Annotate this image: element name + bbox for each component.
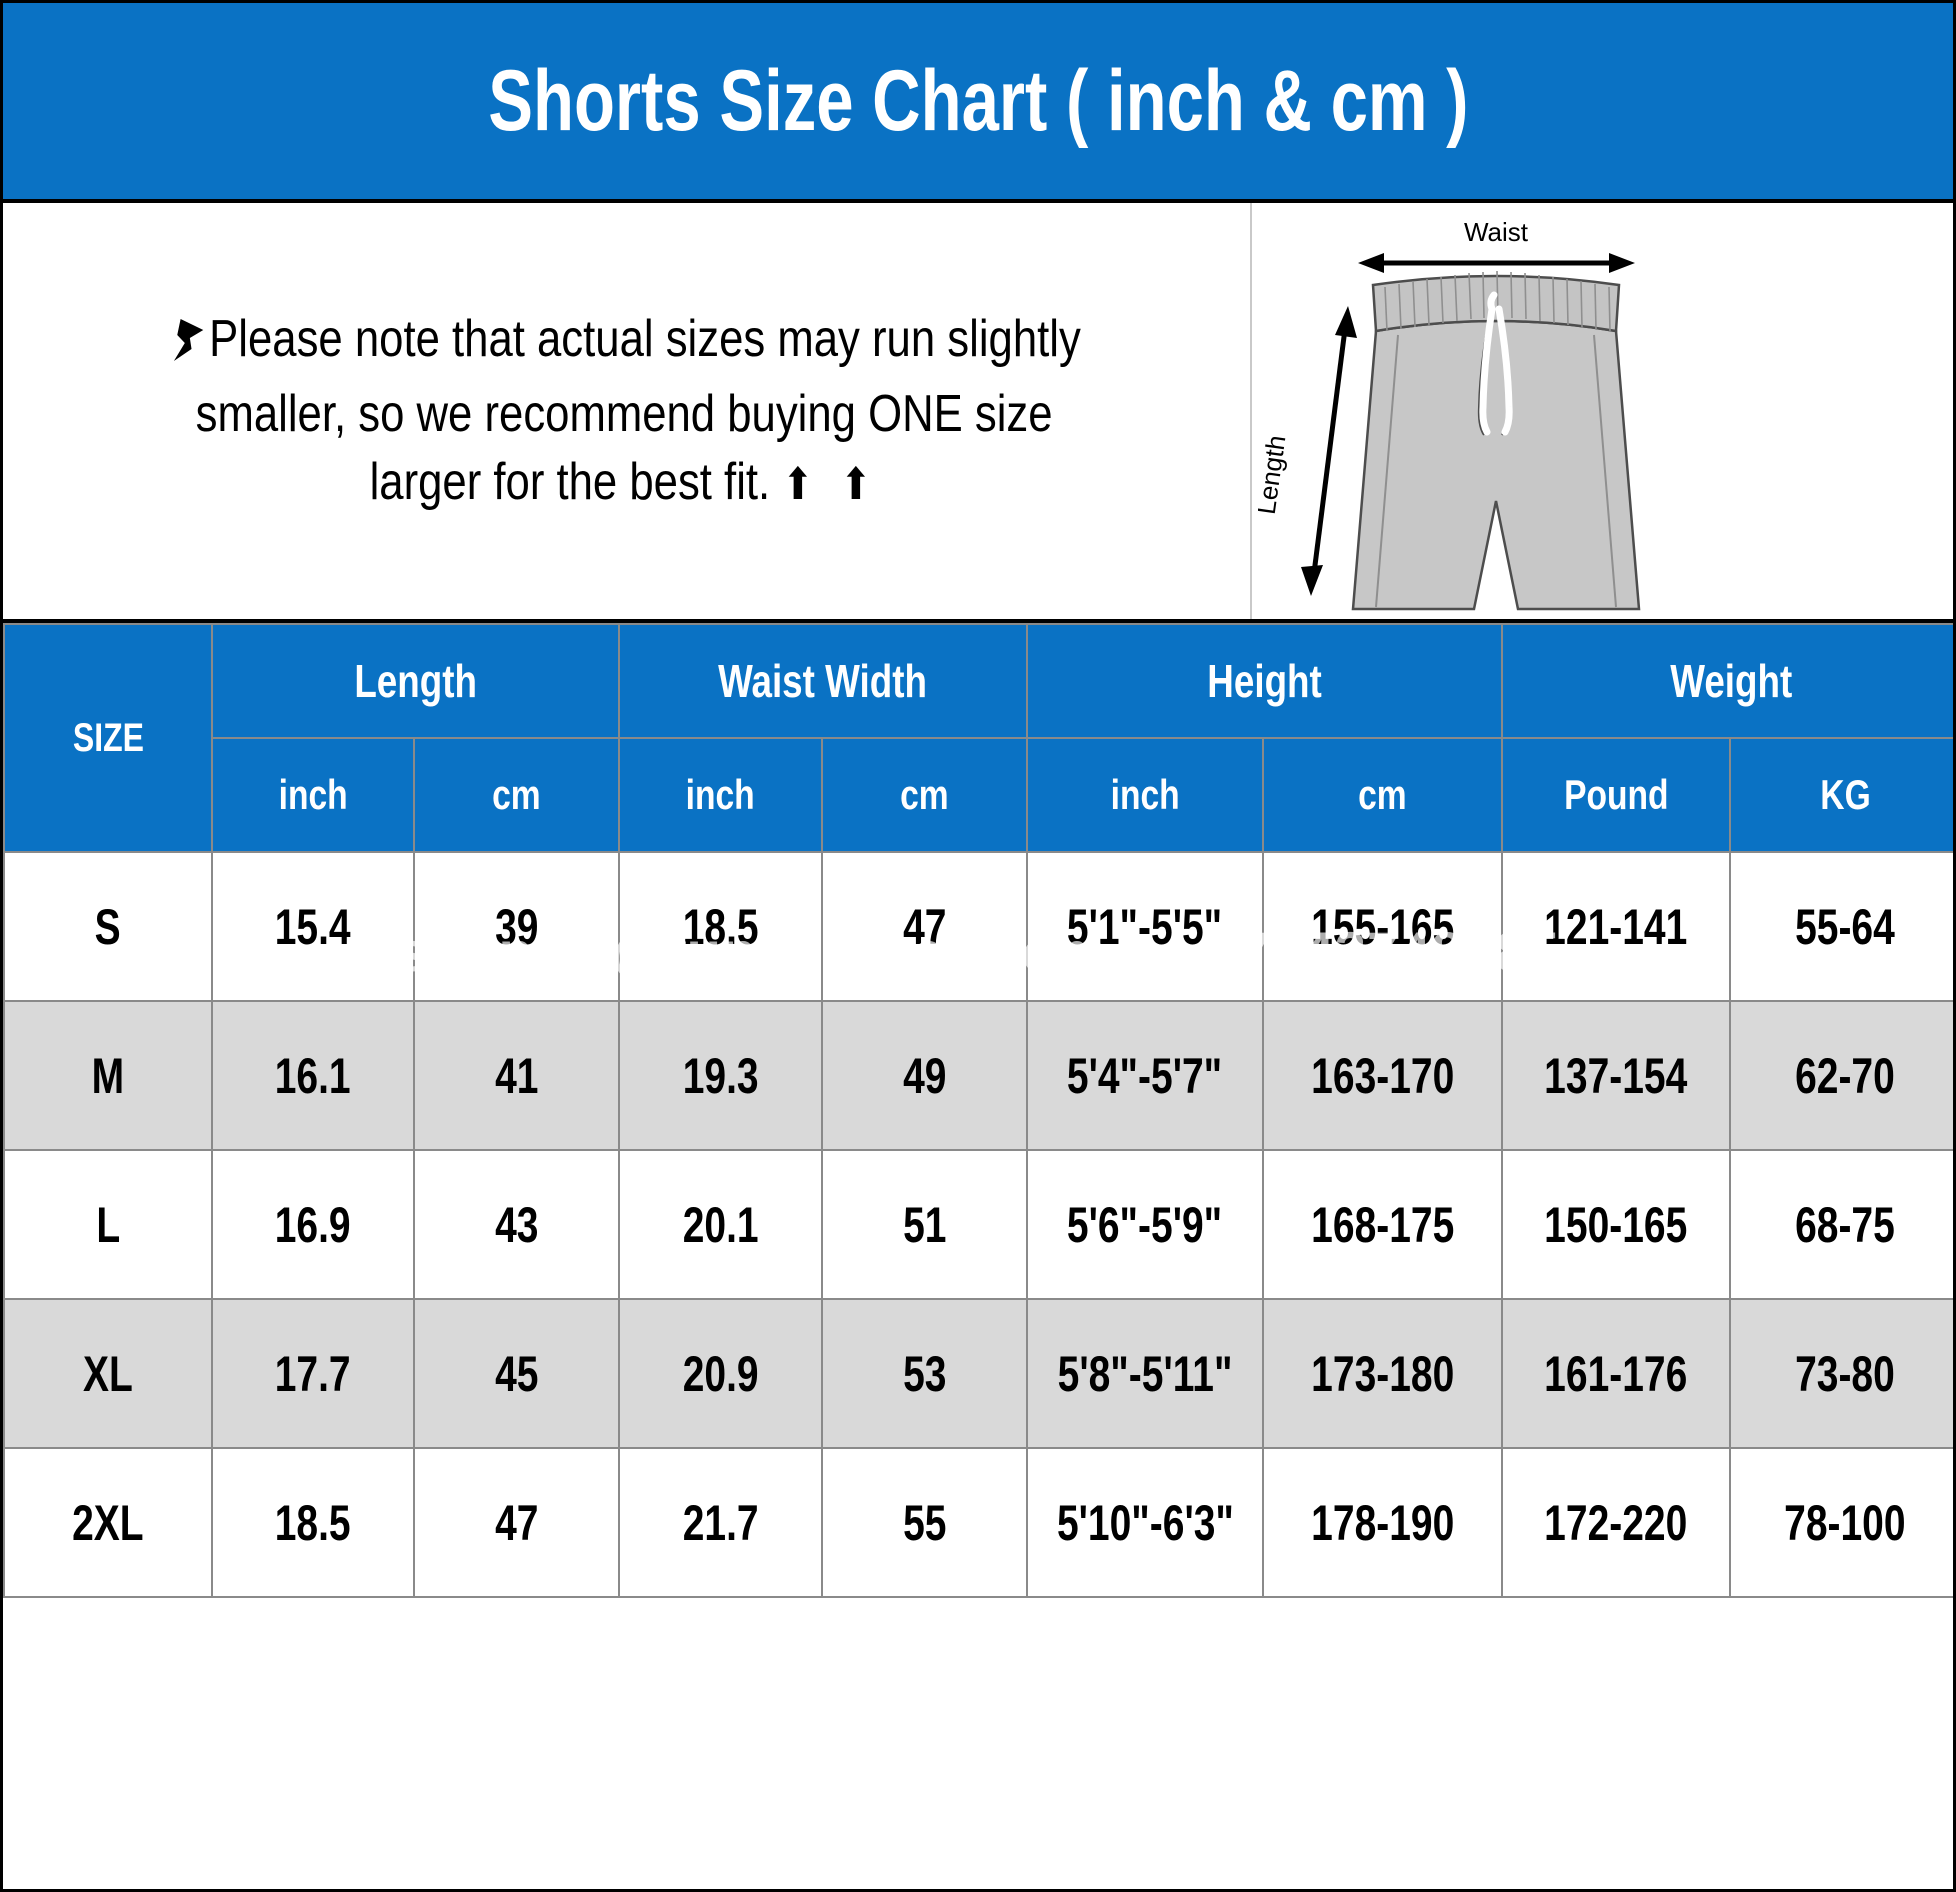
header-sub-length-cm: cm: [412, 737, 621, 853]
cell-size: 2XL: [3, 1447, 213, 1598]
cell-waist-cm: 47: [821, 851, 1029, 1002]
cell-height-cm: 173-180: [1262, 1298, 1504, 1449]
header-row-subs: inch cm inch cm inch cm Pound KG: [4, 737, 1953, 853]
cell-waist-cm: 53: [821, 1298, 1029, 1449]
table-row: L 16.9 43 20.1 51 5'6"-5'9" 168-175 150-…: [3, 1149, 1953, 1300]
note-line-2: smaller, so we recommend buying ONE size: [196, 385, 1053, 444]
cell-weight-kg: 73-80: [1729, 1298, 1953, 1449]
cell-height-cm: 178-190: [1262, 1447, 1504, 1598]
cell-height-inch: 5'10"-6'3": [1026, 1447, 1265, 1598]
header-size: SIZE: [3, 623, 213, 853]
waist-label: Waist: [1463, 217, 1528, 247]
cell-waist-inch: 19.3: [618, 1000, 824, 1151]
header-row-groups: SIZE Length Waist Width Height Weight: [3, 623, 1953, 853]
cell-size: L: [3, 1149, 213, 1300]
cell-waist-cm: 55: [821, 1447, 1029, 1598]
cell-waist-inch: 20.9: [618, 1298, 824, 1449]
cell-size: M: [3, 1000, 213, 1151]
shorts-body: [1351, 270, 1640, 611]
up-arrow-icons: ⬆ ⬆: [782, 459, 880, 509]
length-dimension-arrow: [1300, 306, 1357, 596]
header-sub-height-inch: inch: [1026, 737, 1265, 853]
waist-dimension-arrow: [1357, 253, 1635, 273]
cell-height-inch: 5'4"-5'7": [1026, 1000, 1265, 1151]
note-line-1-wrapper: Please note that actual sizes may run sl…: [169, 306, 1081, 382]
note-and-diagram-band: Please note that actual sizes may run sl…: [3, 203, 1953, 623]
title-bar: Shorts Size Chart ( inch & cm ): [3, 3, 1953, 203]
pushpin-icon: [169, 314, 206, 382]
cell-size: XL: [3, 1298, 213, 1449]
cell-length-cm: 47: [412, 1447, 621, 1598]
table-row: S 15.4 39 18.5 47 5'1"-5'5" 155-165 121-…: [3, 851, 1953, 1002]
header-sub-weight-pound: Pound: [1501, 737, 1732, 853]
cell-height-inch: 5'1"-5'5": [1026, 851, 1265, 1002]
cell-length-cm: 41: [412, 1000, 621, 1151]
cell-length-inch: 17.7: [211, 1298, 415, 1449]
table-row: XL 17.7 45 20.9 53 5'8"-5'11" 173-180 16…: [3, 1298, 1953, 1449]
cell-size: S: [3, 851, 213, 1002]
cell-length-inch: 16.9: [211, 1149, 415, 1300]
cell-weight-pound: 137-154: [1501, 1000, 1732, 1151]
note-cell: Please note that actual sizes may run sl…: [3, 203, 1252, 619]
cell-length-cm: 39: [412, 851, 621, 1002]
cell-height-inch: 5'6"-5'9": [1026, 1149, 1265, 1300]
header-group-length: Length: [210, 623, 621, 739]
cell-weight-pound: 161-176: [1501, 1298, 1732, 1449]
cell-waist-inch: 21.7: [618, 1447, 824, 1598]
cell-length-cm: 45: [412, 1298, 621, 1449]
header-sub-waist-inch: inch: [618, 737, 824, 853]
header-sub-waist-cm: cm: [821, 737, 1029, 853]
cell-height-cm: 163-170: [1262, 1000, 1504, 1151]
cell-weight-kg: 62-70: [1729, 1000, 1953, 1151]
note-line-3: larger for the best fit.: [369, 452, 771, 511]
header-group-waist-width: Waist Width: [618, 623, 1029, 739]
cell-length-inch: 16.1: [211, 1000, 415, 1151]
cell-length-inch: 18.5: [211, 1447, 415, 1598]
table-row: 2XL 18.5 47 21.7 55 5'10"-6'3" 178-190 1…: [3, 1447, 1953, 1598]
size-table: SIZE Length Waist Width Height Weight in…: [3, 623, 1953, 1598]
table-head: SIZE Length Waist Width Height Weight in…: [3, 623, 1953, 853]
cell-length-cm: 43: [412, 1149, 621, 1300]
header-group-weight: Weight: [1501, 623, 1953, 739]
cell-weight-pound: 172-220: [1501, 1447, 1732, 1598]
header-sub-length-inch: inch: [211, 737, 415, 853]
header-sub-weight-kg: KG: [1729, 737, 1953, 853]
header-sub-height-cm: cm: [1262, 737, 1504, 853]
cell-waist-cm: 51: [821, 1149, 1029, 1300]
cell-waist-inch: 20.1: [618, 1149, 824, 1300]
cell-height-inch: 5'8"-5'11": [1026, 1298, 1265, 1449]
table-body: S 15.4 39 18.5 47 5'1"-5'5" 155-165 121-…: [3, 851, 1953, 1598]
cell-weight-kg: 78-100: [1729, 1447, 1953, 1598]
cell-height-cm: 155-165: [1262, 851, 1504, 1002]
shorts-illustration: Waist Length: [1258, 217, 1640, 611]
length-label: Length: [1258, 433, 1291, 516]
table-row: M 16.1 41 19.3 49 5'4"-5'7" 163-170 137-…: [3, 1000, 1953, 1151]
cell-weight-kg: 55-64: [1729, 851, 1953, 1002]
cell-height-cm: 168-175: [1262, 1149, 1504, 1300]
cell-weight-kg: 68-75: [1729, 1149, 1953, 1300]
cell-weight-pound: 150-165: [1501, 1149, 1732, 1300]
header-group-height: Height: [1026, 623, 1504, 739]
shorts-diagram-cell: Waist Length: [1252, 203, 1953, 619]
page-title: Shorts Size Chart ( inch & cm ): [487, 53, 1469, 149]
note-line-1: Please note that actual sizes may run sl…: [208, 309, 1081, 368]
cell-waist-cm: 49: [821, 1000, 1029, 1151]
cell-waist-inch: 18.5: [618, 851, 824, 1002]
note-block: Please note that actual sizes may run sl…: [13, 306, 1236, 517]
note-line-3-wrapper: larger for the best fit. ⬆ ⬆: [369, 449, 879, 517]
cell-weight-pound: 121-141: [1501, 851, 1732, 1002]
cell-length-inch: 15.4: [211, 851, 415, 1002]
